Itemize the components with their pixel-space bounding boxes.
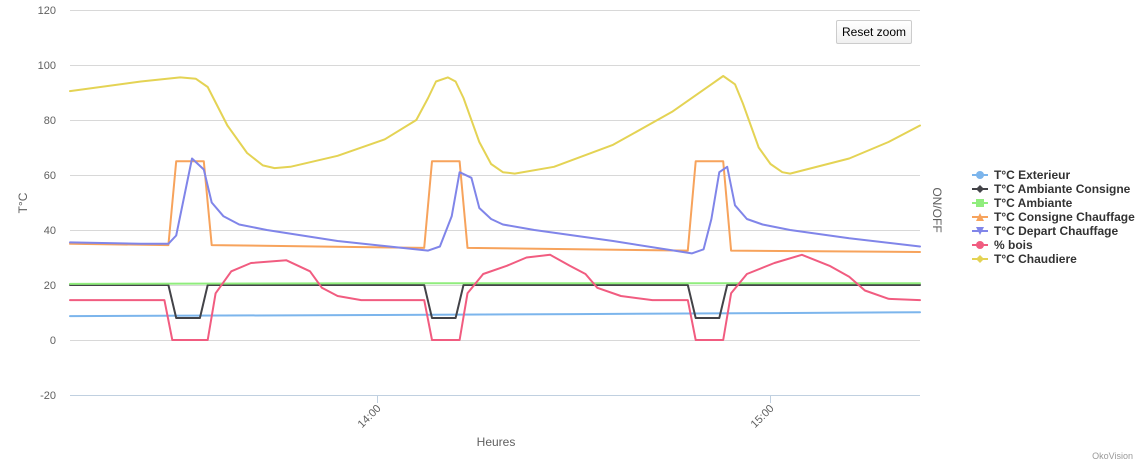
series-line <box>69 311 921 318</box>
legend-marker <box>976 227 984 235</box>
legend-item: T°C Chaudiere <box>972 252 1077 266</box>
y-tick-label: 120 <box>38 5 56 17</box>
legend-label: % bois <box>994 238 1033 252</box>
y-tick-label: 0 <box>50 335 56 347</box>
legend-item: T°C Consigne Chauffage <box>972 210 1135 224</box>
series-line <box>69 75 921 175</box>
legend-marker <box>976 199 984 207</box>
legend-marker <box>976 213 984 221</box>
x-tick-label: 14:00 <box>356 403 384 431</box>
series-line <box>69 157 921 255</box>
legend-label: T°C Ambiante Consigne <box>994 182 1131 196</box>
y2-axis-title: ON/OFF <box>930 187 944 232</box>
legend-label: T°C Chaudiere <box>994 252 1077 266</box>
legend-item: T°C Exterieur <box>972 168 1070 182</box>
credit-label: OkoVision <box>1092 451 1133 461</box>
series-line <box>69 160 921 253</box>
series-area <box>69 75 921 341</box>
series-line <box>69 253 921 341</box>
legend-marker <box>976 171 984 179</box>
y-tick-label: 80 <box>44 115 56 127</box>
x-tick-label: 15:00 <box>749 403 777 431</box>
y-axis-title: T°C <box>16 192 30 213</box>
legend-marker <box>976 185 984 193</box>
legend-item: T°C Ambiante <box>972 196 1073 210</box>
legend-label: T°C Depart Chauffage <box>994 224 1118 238</box>
y-tick-label: 60 <box>44 170 56 182</box>
legend-label: T°C Consigne Chauffage <box>994 210 1135 224</box>
series-line <box>69 284 921 319</box>
y-tick-label: 40 <box>44 225 56 237</box>
legend-marker <box>976 241 984 249</box>
legend-marker <box>976 255 984 263</box>
x-axis-title: Heures <box>477 435 516 449</box>
y-axis: -20 0 20 40 60 80 100 120 <box>38 5 56 402</box>
legend-item: T°C Depart Chauffage <box>972 224 1118 238</box>
x-axis: 14:00 15:00 <box>70 395 920 431</box>
legend-label: T°C Exterieur <box>994 168 1070 182</box>
legend-item: % bois <box>972 238 1033 252</box>
y-tick-label: 20 <box>44 280 56 292</box>
grid <box>70 10 920 396</box>
legend-label: T°C Ambiante <box>994 196 1073 210</box>
legend-item: T°C Ambiante Consigne <box>972 182 1131 196</box>
y-tick-label: 100 <box>38 60 56 72</box>
y-tick-label: -20 <box>40 390 56 402</box>
reset-zoom-button[interactable]: Reset zoom <box>836 20 912 44</box>
series-line <box>69 282 921 285</box>
